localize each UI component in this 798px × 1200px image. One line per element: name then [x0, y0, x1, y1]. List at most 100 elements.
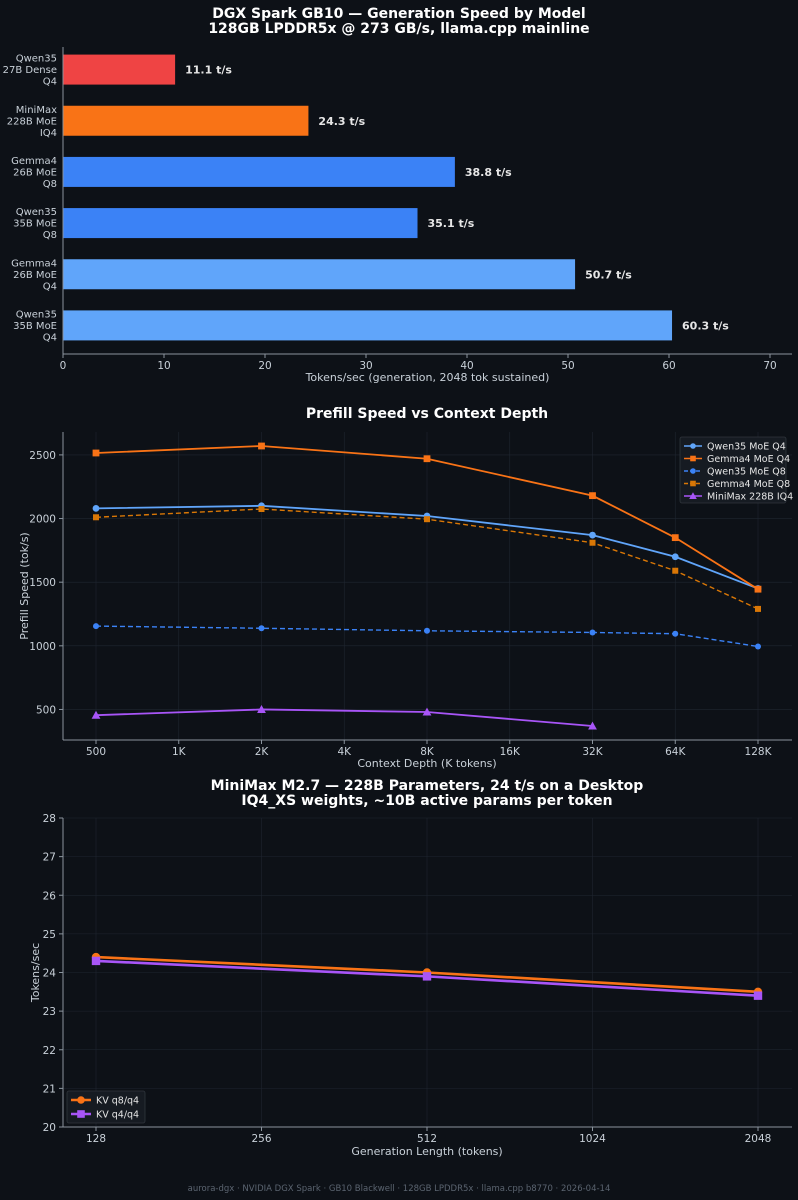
chart2-legend-label: Qwen35 MoE Q4 — [707, 442, 786, 453]
chart1-category-label: MiniMax — [16, 105, 57, 116]
chart2-data-point — [93, 514, 99, 521]
chart1-x-axis-label: Tokens/sec (generation, 2048 tok sustain… — [305, 371, 550, 384]
chart1-xtick-label: 20 — [258, 360, 271, 372]
chart3-legend-label: KV q4/q4 — [96, 1110, 139, 1121]
chart2-legend-marker — [690, 443, 696, 449]
chart3-ytick-label: 28 — [43, 813, 56, 825]
chart2-xtick-label: 128K — [745, 746, 773, 758]
chart1-bar-value-label: 60.3 t/s — [682, 319, 729, 332]
chart2-x-axis-label: Context Depth (K tokens) — [357, 757, 496, 770]
chart2-data-point — [91, 710, 101, 719]
chart3-subtitle: IQ4_XS weights, ~10B active params per t… — [241, 793, 612, 809]
chart2-data-point — [422, 707, 432, 716]
chart2-data-point — [754, 585, 762, 593]
chart2-legend — [679, 436, 787, 504]
chart2-legend-marker — [689, 492, 697, 500]
chart1-category-label: Gemma4 — [11, 258, 57, 269]
chart1-bar — [63, 156, 455, 187]
chart2-data-point — [257, 705, 266, 713]
chart2-series-line — [95, 508, 759, 610]
chart2-series-line — [95, 625, 759, 648]
chart1-category-label: 26B MoE — [13, 270, 57, 281]
chart2-data-point — [671, 553, 679, 561]
chart2-y-axis-label: Prefill Speed (tok/s) — [18, 532, 31, 639]
chart2-ytick-label: 2500 — [29, 450, 56, 462]
chart2-legend-marker — [690, 480, 696, 487]
chart2-xtick-label: 4K — [337, 746, 352, 758]
chart1-bar-value-label: 38.8 t/s — [465, 166, 512, 179]
chart3-ytick-label: 22 — [43, 1045, 56, 1057]
chart2-xtick-label: 16K — [500, 746, 521, 758]
chart2-data-point — [755, 643, 761, 650]
chart2-xtick-label: 32K — [582, 746, 603, 758]
chart2-data-point — [424, 627, 430, 634]
chart2-series-line — [95, 708, 593, 727]
chart2-data-point — [258, 625, 265, 632]
chart2-title: Prefill Speed vs Context Depth — [306, 406, 548, 422]
chart1-category-label: Q4 — [43, 281, 57, 292]
chart3-legend-label: KV q8/q4 — [96, 1096, 139, 1107]
chart1-category-label: Q8 — [43, 179, 57, 190]
chart2-series-line — [95, 504, 759, 590]
chart3-legend-marker — [77, 1096, 85, 1104]
chart1-category-label: IQ4 — [40, 128, 57, 139]
chart2-data-point — [424, 516, 430, 523]
chart2-series-line — [95, 445, 759, 590]
chart2-data-point — [589, 531, 596, 539]
chart1-bar — [63, 208, 418, 239]
chart1-bar — [63, 54, 176, 85]
chart3-ytick-label: 25 — [43, 929, 56, 941]
chart1-category-label: Q4 — [43, 77, 57, 88]
chart2-ytick-label: 1000 — [29, 641, 56, 653]
chart2-data-point — [589, 629, 596, 636]
chart1-category-label: 27B Dense — [3, 65, 57, 76]
footer-caption: aurora-dgx · NVIDIA DGX Spark · GB10 Bla… — [188, 1184, 611, 1194]
chart3-xtick-label: 2048 — [745, 1133, 772, 1145]
chart3-data-point — [753, 991, 763, 1000]
chart2-xtick-label: 8K — [420, 746, 435, 758]
chart1-xtick-label: 50 — [561, 360, 574, 372]
chart2-data-point — [672, 630, 679, 637]
chart3-ytick-label: 24 — [43, 968, 57, 980]
chart2-xtick-label: 1K — [172, 746, 187, 758]
chart2-ytick-label: 500 — [36, 704, 56, 716]
chart1-xtick-label: 10 — [157, 360, 170, 372]
chart2-legend-label: Gemma4 MoE Q4 — [707, 454, 790, 465]
chart1-bar-value-label: 24.3 t/s — [318, 115, 365, 128]
chart1-category-label: Gemma4 — [11, 156, 57, 167]
chart3-xtick-label: 256 — [251, 1133, 271, 1145]
chart2-data-point — [588, 721, 597, 730]
chart1-bar — [63, 310, 673, 341]
chart2-data-point — [258, 506, 265, 512]
chart1-category-label: 26B MoE — [13, 167, 57, 178]
chart1-category-label: 35B MoE — [13, 219, 57, 230]
chart1-category-label: Qwen35 — [16, 207, 57, 218]
chart1-bar — [63, 105, 309, 136]
chart2-legend-label: MiniMax 228B IQ4 — [707, 492, 793, 503]
chart1-title: DGX Spark GB10 — Generation Speed by Mod… — [212, 6, 585, 22]
chart1-category-label: Qwen35 — [16, 309, 57, 320]
chart1-bar-value-label: 50.7 t/s — [585, 268, 632, 281]
chart1-category-label: Qwen35 — [16, 54, 57, 65]
chart1-xtick-label: 70 — [763, 360, 776, 372]
chart1-category-label: 35B MoE — [13, 321, 57, 332]
chart2-xtick-label: 2K — [255, 746, 270, 758]
chart2-data-point — [92, 504, 100, 512]
chart3-legend-marker — [77, 1110, 85, 1118]
chart2-legend-label: Gemma4 MoE Q8 — [707, 479, 790, 490]
chart1-bar — [63, 259, 576, 290]
chart2-legend-marker — [690, 455, 696, 462]
chart3-xtick-label: 512 — [417, 1133, 437, 1145]
chart2-data-point — [423, 455, 431, 463]
chart3-ytick-label: 27 — [43, 852, 56, 864]
chart1-category-label: Q4 — [43, 332, 57, 343]
chart1-xtick-label: 30 — [359, 360, 372, 372]
chart1-subtitle: 128GB LPDDR5x @ 273 GB/s, llama.cpp main… — [208, 21, 589, 37]
chart2-xtick-label: 500 — [86, 746, 106, 758]
chart1-xtick-label: 40 — [460, 360, 473, 372]
chart3-ytick-label: 21 — [43, 1083, 56, 1095]
chart3-xtick-label: 128 — [86, 1133, 106, 1145]
chart2-legend-marker — [690, 468, 696, 474]
